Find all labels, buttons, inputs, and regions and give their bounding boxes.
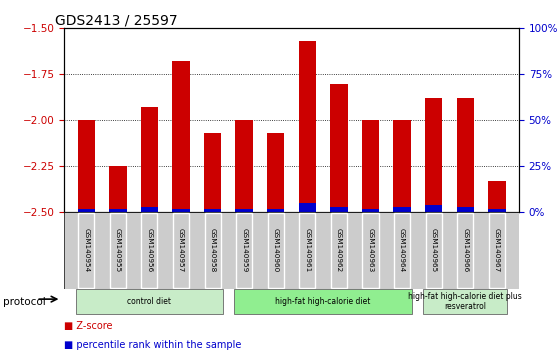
Bar — [330, 207, 348, 212]
Bar — [299, 41, 316, 212]
Bar — [235, 120, 253, 212]
Bar — [141, 213, 157, 288]
Bar — [330, 84, 348, 212]
Text: protocol: protocol — [3, 297, 46, 307]
Text: GSM140967: GSM140967 — [494, 228, 500, 273]
Bar — [457, 213, 473, 288]
Text: ■ percentile rank within the sample: ■ percentile rank within the sample — [64, 341, 242, 350]
Bar — [362, 209, 379, 212]
Text: GSM140957: GSM140957 — [178, 228, 184, 273]
FancyBboxPatch shape — [424, 289, 507, 314]
Bar — [109, 166, 127, 212]
Bar — [110, 213, 126, 288]
Bar — [267, 133, 285, 212]
Text: ■ Z-score: ■ Z-score — [64, 321, 113, 331]
Bar — [488, 209, 506, 212]
Text: high-fat high-calorie diet: high-fat high-calorie diet — [276, 297, 371, 306]
Text: GSM140956: GSM140956 — [146, 228, 152, 273]
Bar — [362, 120, 379, 212]
FancyBboxPatch shape — [76, 289, 223, 314]
Bar — [425, 98, 442, 212]
Bar — [173, 213, 189, 288]
Bar — [393, 207, 411, 212]
Text: GSM140959: GSM140959 — [241, 228, 247, 273]
Bar — [456, 98, 474, 212]
Bar — [394, 213, 410, 288]
Bar — [172, 62, 190, 212]
Text: control diet: control diet — [127, 297, 171, 306]
Text: GSM140960: GSM140960 — [273, 228, 279, 273]
Bar — [331, 213, 347, 288]
Text: GSM140966: GSM140966 — [462, 228, 468, 273]
Bar — [235, 209, 253, 212]
Bar — [425, 205, 442, 212]
Bar — [204, 133, 222, 212]
Bar — [426, 213, 442, 288]
Text: GSM140964: GSM140964 — [399, 228, 405, 273]
Text: GSM140962: GSM140962 — [336, 228, 342, 273]
FancyBboxPatch shape — [234, 289, 412, 314]
Bar — [141, 207, 158, 212]
Bar — [236, 213, 252, 288]
Bar — [172, 209, 190, 212]
Bar — [488, 181, 506, 212]
Bar — [141, 108, 158, 212]
Bar — [267, 209, 285, 212]
Bar — [78, 120, 95, 212]
Bar — [78, 213, 94, 288]
Bar — [393, 120, 411, 212]
Bar — [363, 213, 378, 288]
Text: GDS2413 / 25597: GDS2413 / 25597 — [55, 13, 177, 27]
Bar — [489, 213, 505, 288]
Bar — [299, 213, 315, 288]
Bar — [456, 207, 474, 212]
Bar — [205, 213, 220, 288]
Text: GSM140961: GSM140961 — [304, 228, 310, 273]
Text: high-fat high-calorie diet plus
resveratrol: high-fat high-calorie diet plus resverat… — [408, 292, 522, 312]
Text: GSM140963: GSM140963 — [368, 228, 373, 273]
Text: GSM140965: GSM140965 — [431, 228, 437, 273]
Text: GSM140955: GSM140955 — [115, 228, 121, 273]
Bar — [109, 209, 127, 212]
Text: GSM140954: GSM140954 — [83, 228, 89, 273]
Bar — [78, 209, 95, 212]
Bar — [299, 203, 316, 212]
Text: GSM140958: GSM140958 — [210, 228, 215, 273]
Bar — [204, 209, 222, 212]
Bar — [268, 213, 284, 288]
